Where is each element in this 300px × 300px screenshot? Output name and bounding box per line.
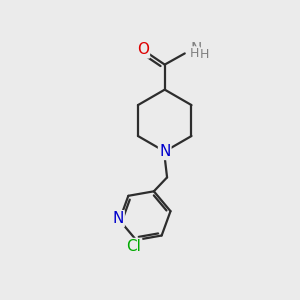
Text: H: H xyxy=(190,47,200,60)
Text: H: H xyxy=(200,48,209,62)
Text: O: O xyxy=(137,42,149,57)
Text: N: N xyxy=(190,41,201,56)
Text: Cl: Cl xyxy=(126,239,141,254)
Text: N: N xyxy=(112,211,124,226)
Text: N: N xyxy=(159,144,170,159)
